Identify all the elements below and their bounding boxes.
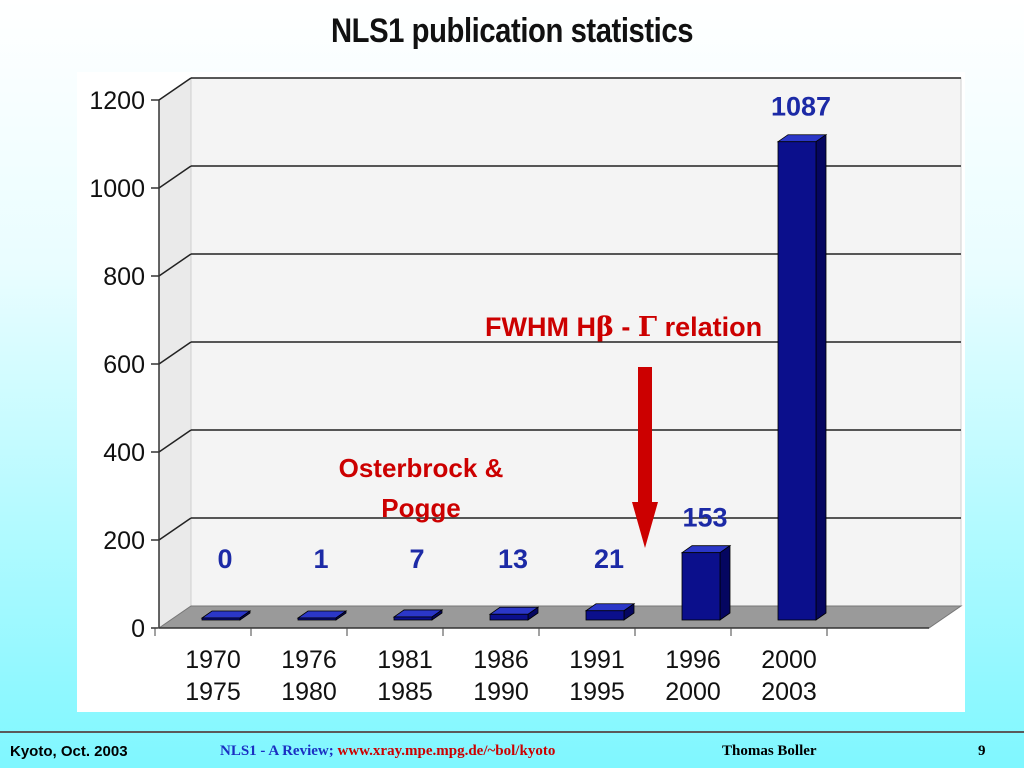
bar-5: [680, 544, 732, 621]
bar-front: [393, 616, 433, 621]
bar-4: [584, 602, 636, 621]
gridline-side-1200: [158, 77, 192, 101]
bar-front: [201, 617, 241, 621]
annotation-part: relation: [657, 312, 762, 342]
gridline-side-1000: [158, 165, 192, 189]
x-tick-line: 1985: [377, 678, 433, 706]
y-tick-label: 400: [103, 439, 145, 467]
x-tick-line: 1970: [185, 646, 241, 674]
bar-1: [296, 610, 348, 621]
x-tick-line: 2000: [761, 646, 817, 674]
y-tick-label: 200: [103, 527, 145, 555]
data-label: 1: [313, 544, 328, 574]
x-tick-line: 1986: [473, 646, 529, 674]
footer-center: NLS1 - A Review; www.xray.mpe.mpg.de/~bo…: [220, 743, 555, 760]
y-tick-label: 1200: [89, 87, 145, 115]
data-label: 7: [409, 544, 424, 574]
bar-front: [585, 610, 625, 621]
footer-url[interactable]: www.xray.mpe.mpg.de/~bol/kyoto: [337, 743, 556, 759]
x-tick-line: 1975: [185, 678, 241, 706]
annotation-line: Pogge: [381, 493, 460, 523]
bar-0: [200, 610, 252, 621]
x-tick-line: 1996: [665, 646, 721, 674]
annotation-part: Γ: [638, 312, 657, 343]
data-label: 153: [682, 503, 727, 533]
gridline-side-600: [158, 341, 192, 365]
bar-6: [776, 133, 828, 621]
footer-venue: Kyoto, Oct. 2003: [10, 743, 128, 760]
x-tick-line: 1995: [569, 678, 625, 706]
page-number: 9: [978, 743, 986, 759]
x-tick-label: 2000 2003: [761, 646, 817, 706]
data-label: 21: [594, 544, 624, 574]
red-arrow-shaft: [638, 367, 652, 505]
annotation-part: -: [614, 312, 638, 342]
bar-front: [489, 613, 529, 621]
footer: Kyoto, Oct. 2003 NLS1 - A Review; www.xr…: [0, 731, 1024, 770]
data-label: 1087: [771, 92, 831, 122]
bar-2: [392, 609, 444, 621]
x-tick-label: 1986 1990: [473, 646, 529, 706]
bar-side: [719, 544, 731, 621]
bar-front: [681, 552, 721, 621]
footer-author: Thomas Boller: [722, 743, 817, 759]
bar-front: [297, 617, 337, 621]
annotation-osterbrock-pogge: Osterbrock & Pogge: [339, 453, 504, 523]
y-tick-label: 1000: [89, 175, 145, 203]
x-tick-line: 1976: [281, 646, 337, 674]
annotation-part: β: [596, 312, 614, 343]
x-tick-line: 1991: [569, 646, 625, 674]
chart-floor: [157, 605, 963, 629]
y-tick-label: 800: [103, 263, 145, 291]
red-arrow-head: [632, 502, 658, 548]
x-tick-label: 1981 1985: [377, 646, 433, 706]
gridline-side-400: [158, 429, 192, 453]
x-tick-line: 1990: [473, 678, 529, 706]
data-label: 0: [217, 544, 232, 574]
x-tick-label: 1970 1975: [185, 646, 241, 706]
gridline-side-200: [158, 517, 192, 541]
x-tick-line: 2000: [665, 678, 721, 706]
x-tick-label: 1991 1995: [569, 646, 625, 706]
annotation-line: Osterbrock &: [339, 453, 504, 483]
annotation-fwhm-relation: FWHM Hβ - Γ relation: [485, 312, 762, 343]
footer-talk-title: NLS1 - A Review;: [220, 743, 334, 759]
y-tick-label: 600: [103, 351, 145, 379]
gridline-side-800: [158, 253, 192, 277]
slide-title: NLS1 publication statistics: [330, 12, 694, 50]
x-tick-line: 1981: [377, 646, 433, 674]
x-tick-label: 1996 2000: [665, 646, 721, 706]
bar-3: [488, 606, 540, 621]
x-tick-line: 1980: [281, 678, 337, 706]
bar-side: [815, 133, 827, 621]
x-tick-label: 1976 1980: [281, 646, 337, 706]
x-tick-line: 2003: [761, 678, 817, 706]
y-tick-label: 0: [131, 615, 145, 643]
annotation-part: FWHM H: [485, 312, 596, 342]
data-label: 13: [498, 544, 528, 574]
chart-panel: 0 200 400 600 800 1000 1200 0 1970 1975 1 1976 1980 7…: [77, 72, 965, 712]
bar-front: [777, 141, 817, 621]
bar-chart: 0 200 400 600 800 1000 1200 0 1970 1975 1 1976 1980 7…: [89, 77, 963, 706]
